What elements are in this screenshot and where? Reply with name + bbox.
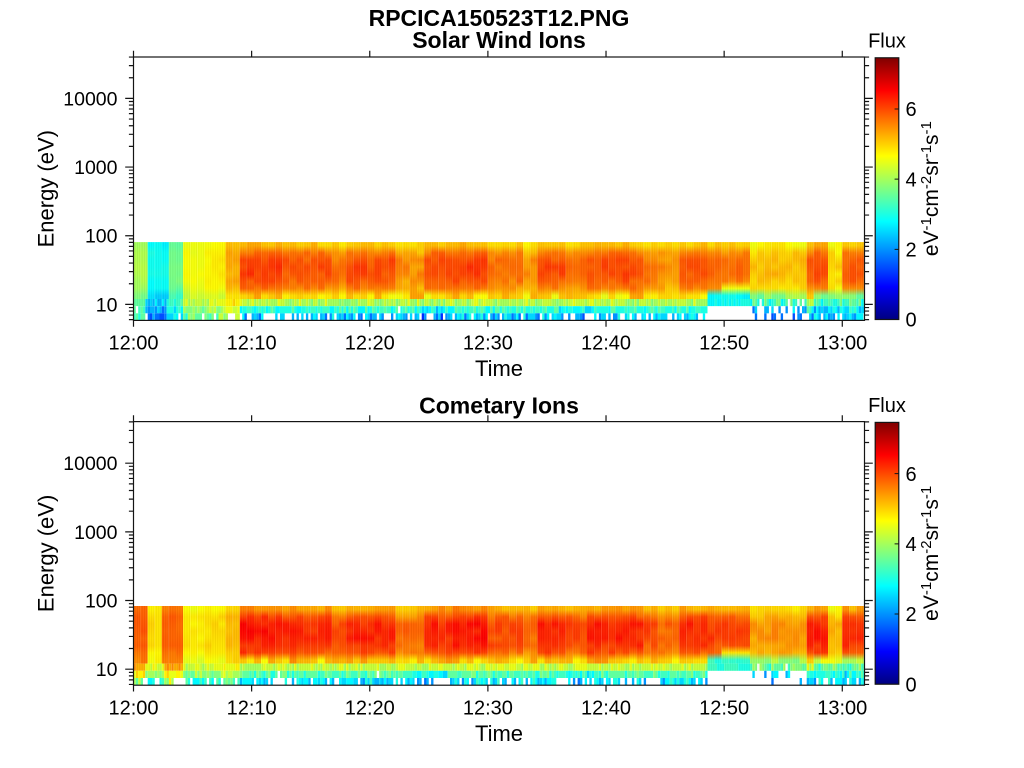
svg-text:1000: 1000: [74, 522, 118, 544]
svg-text:10000: 10000: [63, 88, 117, 110]
svg-text:10: 10: [96, 659, 118, 681]
svg-text:Energy (eV): Energy (eV): [34, 130, 59, 247]
svg-text:RPCICA150523T12.PNG: RPCICA150523T12.PNG: [369, 5, 630, 31]
svg-text:Flux: Flux: [868, 395, 906, 417]
svg-text:100: 100: [85, 226, 118, 248]
svg-text:eV-1cm-2sr-1s-1: eV-1cm-2sr-1s-1: [918, 486, 943, 621]
svg-text:12:20: 12:20: [345, 698, 395, 720]
svg-text:12:10: 12:10: [227, 698, 277, 720]
svg-text:12:30: 12:30: [463, 698, 513, 720]
svg-text:13:00: 13:00: [817, 333, 867, 355]
svg-text:6: 6: [906, 464, 917, 486]
svg-text:Cometary Ions: Cometary Ions: [419, 393, 579, 419]
svg-text:Time: Time: [475, 721, 523, 746]
svg-text:Energy (eV): Energy (eV): [34, 495, 59, 612]
svg-text:12:20: 12:20: [345, 333, 395, 355]
svg-text:Time: Time: [475, 356, 523, 381]
svg-text:Flux: Flux: [868, 30, 906, 52]
svg-text:0: 0: [906, 674, 917, 696]
svg-text:12:50: 12:50: [699, 698, 749, 720]
svg-text:6: 6: [906, 99, 917, 121]
svg-text:10000: 10000: [63, 453, 117, 475]
svg-text:12:00: 12:00: [108, 698, 158, 720]
svg-text:1000: 1000: [74, 157, 118, 179]
svg-text:Solar Wind Ions: Solar Wind Ions: [412, 27, 586, 53]
svg-text:12:40: 12:40: [581, 698, 631, 720]
svg-text:2: 2: [906, 604, 917, 626]
svg-text:12:40: 12:40: [581, 333, 631, 355]
svg-text:2: 2: [906, 240, 917, 262]
svg-text:4: 4: [906, 534, 917, 556]
svg-text:12:50: 12:50: [699, 333, 749, 355]
svg-text:eV-1cm-2sr-1s-1: eV-1cm-2sr-1s-1: [918, 121, 943, 256]
svg-text:4: 4: [906, 169, 917, 191]
svg-text:0: 0: [906, 310, 917, 332]
svg-text:13:00: 13:00: [817, 698, 867, 720]
svg-text:12:00: 12:00: [108, 333, 158, 355]
svg-text:12:10: 12:10: [227, 333, 277, 355]
svg-text:10: 10: [96, 294, 118, 316]
svg-text:100: 100: [85, 591, 118, 613]
svg-text:12:30: 12:30: [463, 333, 513, 355]
